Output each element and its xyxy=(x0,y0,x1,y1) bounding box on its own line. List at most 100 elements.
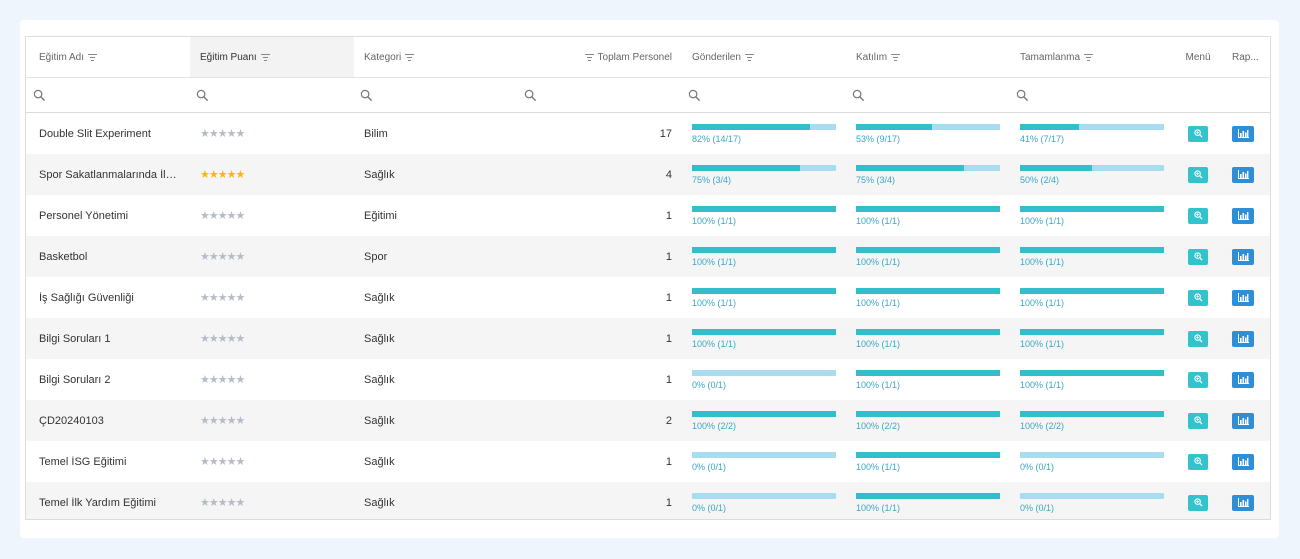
search-icon[interactable] xyxy=(524,89,537,102)
category-label: Sağlık xyxy=(364,414,395,427)
menu-button[interactable] xyxy=(1188,371,1208,388)
attendance-progress-fill xyxy=(856,164,964,171)
menu-button[interactable] xyxy=(1188,453,1208,470)
zoom-in-icon xyxy=(1193,375,1203,384)
table-row[interactable]: Bilgi Soruları 1 ★★★★★ Sağlık 1 100% (1/… xyxy=(26,318,1270,359)
report-button[interactable] xyxy=(1232,207,1254,224)
menu-button[interactable] xyxy=(1188,412,1208,429)
report-button[interactable] xyxy=(1232,289,1254,306)
attendance-progress-bar xyxy=(856,164,1000,171)
sent-progress-fill xyxy=(692,410,836,417)
report-button[interactable] xyxy=(1232,248,1254,265)
completion-progress-fill xyxy=(1020,205,1164,212)
search-icon[interactable] xyxy=(852,89,865,102)
menu-button[interactable] xyxy=(1188,330,1208,347)
search-completion[interactable] xyxy=(1010,78,1174,112)
search-attendance[interactable] xyxy=(846,78,1010,112)
search-icon[interactable] xyxy=(196,89,209,102)
column-header-completion[interactable]: Tamamlanma xyxy=(1010,37,1174,77)
filter-icon[interactable] xyxy=(744,53,754,61)
cell-rating: ★★★★★ xyxy=(190,113,354,154)
column-header-label: Menü xyxy=(1185,51,1211,63)
table-row[interactable]: Temel İSG Eğitimi ★★★★★ Sağlık 1 0% (0/1… xyxy=(26,441,1270,482)
attendance-progress-fill xyxy=(856,246,1000,253)
report-button[interactable] xyxy=(1232,166,1254,183)
filter-icon[interactable] xyxy=(260,53,270,61)
report-button[interactable] xyxy=(1232,494,1254,511)
table-row[interactable]: Temel İlk Yardım Eğitimi ★★★★★ Sağlık 1 … xyxy=(26,482,1270,519)
attendance-progress-bar xyxy=(856,451,1000,458)
completion-progress-label: 0% (0/1) xyxy=(1020,502,1055,513)
search-icon[interactable] xyxy=(33,89,46,102)
menu-button[interactable] xyxy=(1188,494,1208,511)
filter-icon[interactable] xyxy=(1084,53,1094,61)
category-label: Sağlık xyxy=(364,496,395,509)
sent-progress-fill xyxy=(692,246,836,253)
column-header-rating[interactable]: Eğitim Puanı xyxy=(190,37,354,77)
training-name: Temel İSG Eğitimi xyxy=(39,455,127,468)
total-personnel: 1 xyxy=(665,332,672,345)
cell-rating: ★★★★★ xyxy=(190,195,354,236)
column-header-total[interactable]: Toplam Personel xyxy=(518,37,682,77)
cell-sent: 0% (0/1) xyxy=(682,441,846,482)
cell-name: ÇD20240103 xyxy=(26,400,190,441)
search-total[interactable] xyxy=(518,78,682,112)
completion-progress-bar xyxy=(1020,328,1164,335)
completion-progress-label: 0% (0/1) xyxy=(1020,461,1055,472)
report-button[interactable] xyxy=(1232,125,1254,142)
search-icon[interactable] xyxy=(360,89,373,102)
sent-progress-bar xyxy=(692,369,836,376)
report-button[interactable] xyxy=(1232,330,1254,347)
menu-button[interactable] xyxy=(1188,207,1208,224)
training-name: Temel İlk Yardım Eğitimi xyxy=(39,496,156,509)
column-header-label: Eğitim Adı xyxy=(39,51,85,63)
table-row[interactable]: İş Sağlığı Güvenliği ★★★★★ Sağlık 1 100%… xyxy=(26,277,1270,318)
table-row[interactable]: ÇD20240103 ★★★★★ Sağlık 2 100% (2/2) 100… xyxy=(26,400,1270,441)
zoom-in-icon xyxy=(1193,252,1203,261)
table-row[interactable]: Double Slit Experiment ★★★★★ Bilim 17 82… xyxy=(26,113,1270,154)
star-rating: ★★★★★ xyxy=(200,374,245,386)
cell-sent: 100% (1/1) xyxy=(682,195,846,236)
column-header-attendance[interactable]: Katılım xyxy=(846,37,1010,77)
category-label: Bilim xyxy=(364,127,388,140)
sent-progress-fill xyxy=(692,287,836,294)
table-row[interactable]: Spor Sakatlanmalarında İlk Y... ★★★★★ Sa… xyxy=(26,154,1270,195)
menu-button[interactable] xyxy=(1188,125,1208,142)
cell-attendance: 100% (1/1) xyxy=(846,236,1010,277)
report-button[interactable] xyxy=(1232,371,1254,388)
column-header-sent[interactable]: Gönderilen xyxy=(682,37,846,77)
menu-button[interactable] xyxy=(1188,289,1208,306)
cell-report xyxy=(1222,400,1270,441)
search-sent[interactable] xyxy=(682,78,846,112)
report-button[interactable] xyxy=(1232,453,1254,470)
sent-progress-label: 100% (1/1) xyxy=(692,338,737,349)
search-category[interactable] xyxy=(354,78,518,112)
cell-attendance: 75% (3/4) xyxy=(846,154,1010,195)
column-header-name[interactable]: Eğitim Adı xyxy=(26,37,190,77)
search-icon[interactable] xyxy=(1016,89,1029,102)
column-header-category[interactable]: Kategori xyxy=(354,37,518,77)
search-icon[interactable] xyxy=(688,89,701,102)
cell-name: Bilgi Soruları 2 xyxy=(26,359,190,400)
column-header-label: Katılım xyxy=(856,51,888,63)
filter-icon[interactable] xyxy=(891,53,901,61)
filter-icon[interactable] xyxy=(584,53,594,61)
table-row[interactable]: Bilgi Soruları 2 ★★★★★ Sağlık 1 0% (0/1)… xyxy=(26,359,1270,400)
column-header-menu: Menü xyxy=(1174,37,1222,77)
search-rating[interactable] xyxy=(190,78,354,112)
filter-icon[interactable] xyxy=(88,53,98,61)
training-name: Personel Yönetimi xyxy=(39,209,129,222)
completion-progress-label: 100% (1/1) xyxy=(1020,215,1065,226)
report-button[interactable] xyxy=(1232,412,1254,429)
table-row[interactable]: Personel Yönetimi ★★★★★ Eğitimi 1 100% (… xyxy=(26,195,1270,236)
total-personnel: 17 xyxy=(659,127,672,140)
menu-button[interactable] xyxy=(1188,166,1208,183)
cell-total: 1 xyxy=(518,195,682,236)
menu-button[interactable] xyxy=(1188,248,1208,265)
zoom-in-icon xyxy=(1193,416,1203,425)
search-name[interactable] xyxy=(26,78,190,112)
filter-icon[interactable] xyxy=(405,53,415,61)
grid-header: Eğitim Adı Eğitim Puanı Kategori Toplam … xyxy=(26,37,1270,78)
star-rating: ★★★★★ xyxy=(200,333,245,345)
table-row[interactable]: Basketbol ★★★★★ Spor 1 100% (1/1) 100% (… xyxy=(26,236,1270,277)
